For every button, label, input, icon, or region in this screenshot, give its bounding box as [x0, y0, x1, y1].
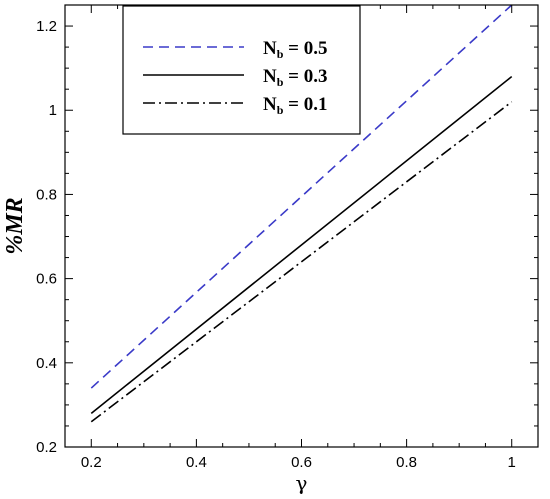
y-axis-ticks: 0.2 0.4 0.6 0.8 1 1.2: [36, 18, 538, 456]
series-line-2: [90, 101, 513, 423]
y-tick-label: 0.2: [36, 439, 57, 456]
series-line-1: [90, 75, 513, 414]
legend-label: Nb = 0.3: [263, 66, 328, 89]
y-tick-label: 1: [49, 102, 57, 119]
legend: Nb = 0.5 Nb = 0.3 Nb = 0.1: [122, 5, 361, 135]
y-axis-title: %MR: [2, 197, 28, 254]
x-tick-label: 0.6: [291, 454, 312, 471]
plot-lines: [90, 4, 513, 423]
legend-label: Nb = 0.1: [263, 94, 328, 117]
x-tick-label: 1: [508, 454, 516, 471]
y-tick-label: 0.4: [36, 355, 57, 372]
y-tick-label: 1.2: [36, 18, 57, 35]
x-axis-title: γ: [296, 471, 308, 495]
legend-box: [122, 5, 361, 135]
x-tick-label: 0.8: [396, 454, 417, 471]
x-tick-label: 0.4: [186, 454, 207, 471]
y-tick-label: 0.6: [36, 271, 57, 288]
x-tick-label: 0.2: [81, 454, 102, 471]
series-line-0: [90, 4, 513, 389]
y-tick-label: 0.8: [36, 186, 57, 203]
legend-label: Nb = 0.5: [263, 38, 328, 61]
